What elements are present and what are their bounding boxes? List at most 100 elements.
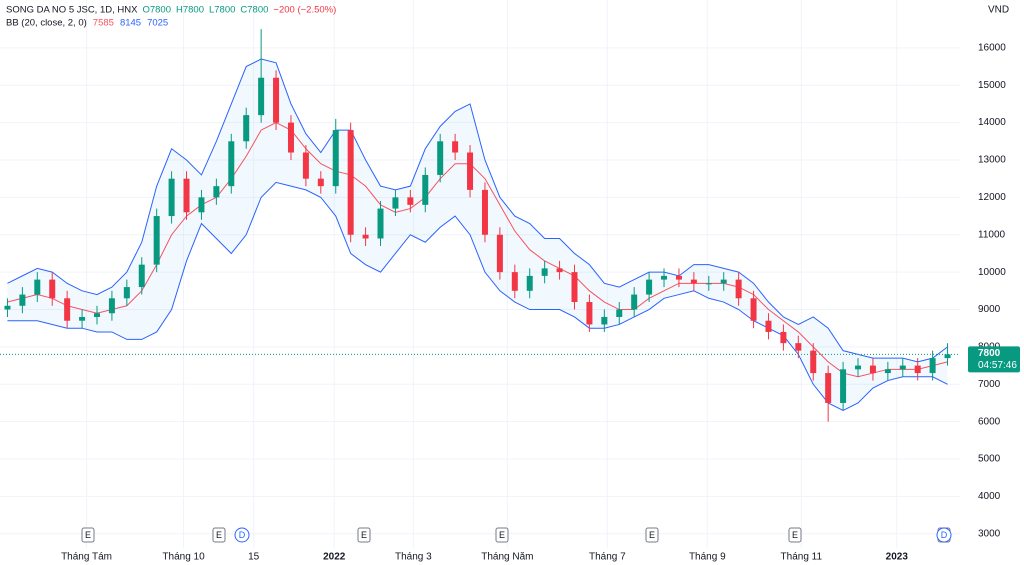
candle-body — [735, 279, 742, 299]
candle-body — [705, 283, 712, 285]
change-value: −200 (−2.50%) — [273, 5, 336, 16]
candle-body — [183, 178, 190, 213]
event-label: E — [85, 530, 91, 540]
event-marker — [357, 527, 371, 543]
candle-body — [64, 298, 71, 321]
candle-body — [571, 272, 578, 303]
candle-body — [646, 279, 653, 295]
candle-body — [273, 77, 280, 123]
candle-body — [213, 186, 220, 198]
candle-body — [123, 287, 130, 299]
y-tick-label: 14000 — [978, 117, 1006, 128]
legend: SONG DA NO 5 JSC, 1D, HNX BB (20, close,… — [6, 5, 336, 29]
event-marker — [81, 527, 95, 543]
y-tick-label: 11000 — [978, 229, 1006, 240]
ohlc-value: H7800 — [176, 5, 204, 16]
candle-body — [317, 178, 324, 187]
y-tick-label: 9000 — [978, 304, 1001, 315]
candle-body — [601, 316, 608, 325]
ohlc-value: C7800 — [240, 5, 268, 16]
event-label: E — [649, 530, 655, 540]
x-tick-label: Tháng Năm — [481, 552, 533, 563]
candle-body — [153, 216, 160, 265]
x-tick-label: Tháng 7 — [589, 552, 626, 563]
candle-body — [496, 234, 503, 273]
candle-body — [810, 350, 817, 374]
candle-body — [138, 264, 145, 288]
plot — [0, 29, 960, 422]
axes: 3000400050006000700080009000100001100012… — [61, 42, 1020, 563]
y-tick-label: 15000 — [978, 80, 1006, 91]
y-tick-label: 13000 — [978, 155, 1006, 166]
candle-body — [690, 279, 697, 284]
y-axis-label: VND — [988, 5, 1009, 16]
last-price-box — [968, 346, 1020, 373]
candle-body — [884, 369, 891, 374]
y-tick-label: 3000 — [978, 528, 1001, 539]
candle-body — [362, 234, 369, 239]
x-tick-label: Tháng 9 — [689, 552, 726, 563]
candle-body — [347, 130, 354, 235]
event-label: E — [792, 530, 798, 540]
candle-body — [49, 279, 56, 299]
candle-body — [302, 152, 309, 179]
candle-body — [556, 268, 563, 273]
countdown: 04:57:46 — [978, 360, 1017, 371]
candle-body — [377, 208, 384, 239]
indicator-value: 8145 — [120, 18, 141, 29]
event-marker — [936, 527, 952, 543]
candle-body — [93, 313, 100, 317]
candle-body — [34, 279, 41, 295]
chart-title: SONG DA NO 5 JSC, 1D, HNX — [6, 5, 138, 16]
candle-body — [825, 373, 832, 403]
y-tick-label: 4000 — [978, 491, 1001, 502]
y-tick-label: 7000 — [978, 379, 1001, 390]
x-tick-label: 2022 — [323, 552, 346, 563]
indicator-name: BB (20, close, 2, 0) — [6, 18, 87, 29]
candle-body — [795, 343, 802, 351]
grid — [0, 0, 960, 548]
y-tick-label: 5000 — [978, 454, 1001, 465]
y-tick-label: 10000 — [978, 267, 1006, 278]
event-label: E — [216, 530, 222, 540]
candle-body — [586, 302, 593, 325]
candle-body — [481, 189, 488, 235]
event-marker — [788, 527, 802, 543]
candle-body — [855, 365, 862, 370]
y-tick-label: 16000 — [978, 42, 1006, 53]
candle-body — [168, 178, 175, 217]
candle-body — [422, 174, 429, 205]
ohlc-value: L7800 — [209, 5, 235, 16]
candle-body — [437, 141, 444, 175]
last-price-label: 7800 — [978, 348, 1001, 359]
candle-body — [869, 365, 876, 374]
candle-body — [631, 294, 638, 310]
x-tick-label: 15 — [248, 552, 260, 563]
candle-body — [616, 309, 623, 317]
y-tick-label: 6000 — [978, 416, 1001, 427]
candle-body — [765, 320, 772, 332]
x-tick-label: 2023 — [886, 552, 909, 563]
event-marker — [645, 527, 659, 543]
candle-body — [511, 272, 518, 291]
candle-body — [228, 141, 235, 187]
candle-body — [661, 275, 668, 280]
candle-body — [944, 354, 951, 359]
event-marker — [212, 527, 226, 543]
indicator-value: 7025 — [147, 18, 168, 29]
candle-body — [452, 141, 459, 153]
candle-body — [526, 275, 533, 291]
event-label: D — [239, 530, 246, 540]
event-label: E — [361, 530, 367, 540]
candle-body — [750, 298, 757, 321]
candle-body — [392, 197, 399, 209]
indicator-value: 7585 — [93, 18, 114, 29]
candle-body — [108, 298, 115, 314]
candle-body — [407, 197, 414, 205]
candle-body — [840, 369, 847, 403]
x-tick-label: Tháng 10 — [162, 552, 205, 563]
band-basis — [7, 122, 948, 378]
event-marker — [495, 527, 509, 543]
